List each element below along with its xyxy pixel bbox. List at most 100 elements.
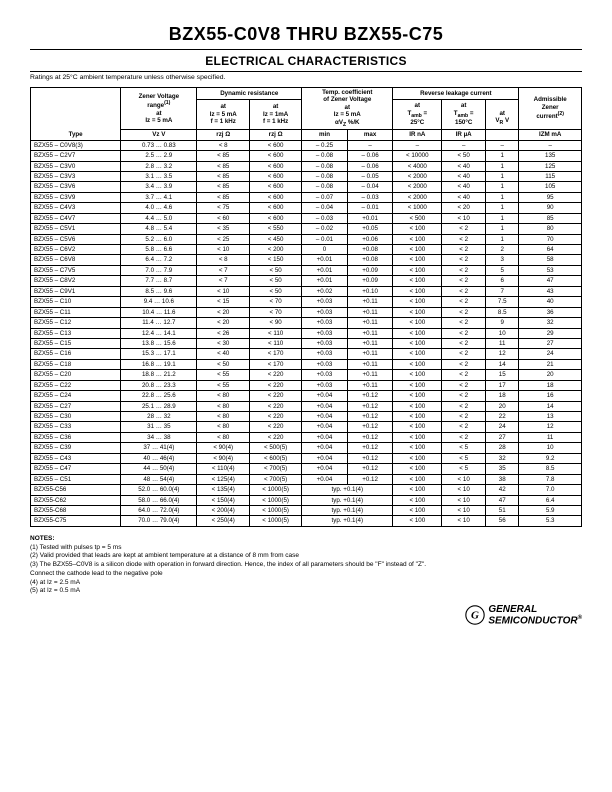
cell-vr: 28 xyxy=(486,443,519,453)
table-row: BZX55 – C5148 … 54(4)< 125(4)< 700(5)+0.… xyxy=(31,474,582,484)
cell-irna: < 100 xyxy=(393,485,442,495)
cell-izm: 7.8 xyxy=(519,474,582,484)
table-row: BZX55 – C3937 … 41(4)< 90(4)< 500(5)+0.0… xyxy=(31,443,582,453)
cell-min: +0.04 xyxy=(302,443,348,453)
table-row: BZX55-C5652.0 … 60.0(4)< 135(4)< 1000(5)… xyxy=(31,485,582,495)
cell-min: +0.04 xyxy=(302,401,348,411)
note-item: Connect the cathode lead to the negative… xyxy=(30,570,582,579)
cell-type: BZX55 – C6V2 xyxy=(31,245,121,255)
cell-vz: 12.4 … 14.1 xyxy=(121,328,197,338)
cell-max: +0.12 xyxy=(347,453,393,463)
cell-max: +0.08 xyxy=(347,245,393,255)
cell-irua: < 2 xyxy=(442,224,486,234)
cell-izm: 12 xyxy=(519,422,582,432)
cell-type: BZX55 – C11 xyxy=(31,307,121,317)
table-body: BZX55 – C0V8(3)0.73 … 0.83< 8< 600– 0.25… xyxy=(31,140,582,526)
cell-irua: < 10 xyxy=(442,516,486,526)
table-row: BZX55 – C3331 … 35< 80< 220+0.04+0.12< 1… xyxy=(31,422,582,432)
cell-max: +0.06 xyxy=(347,234,393,244)
cell-r5: < 75 xyxy=(197,203,250,213)
cell-irua: < 10 xyxy=(442,213,486,223)
cell-vr: 56 xyxy=(486,516,519,526)
cell-min: – 0.07 xyxy=(302,192,348,202)
cell-izm: 6.4 xyxy=(519,495,582,505)
cell-irna: < 100 xyxy=(393,412,442,422)
cell-max: +0.12 xyxy=(347,432,393,442)
cell-min: +0.01 xyxy=(302,276,348,286)
sub-vr: atVR V xyxy=(486,99,519,130)
cell-izm: 43 xyxy=(519,286,582,296)
cell-irna: < 100 xyxy=(393,318,442,328)
cell-max: – xyxy=(347,140,393,150)
cell-izm: 27 xyxy=(519,338,582,348)
cell-type: BZX55 – C43 xyxy=(31,453,121,463)
cell-max: +0.12 xyxy=(347,422,393,432)
cell-r5: < 90(4) xyxy=(197,443,250,453)
cell-r1: < 70 xyxy=(250,297,302,307)
grp-tempcoef: Temp. coefficientof Zener VoltageatIz = … xyxy=(302,88,393,130)
cell-max: +0.01 xyxy=(347,213,393,223)
cell-vr: 1 xyxy=(486,161,519,171)
cell-r1: < 90 xyxy=(250,318,302,328)
sub-rz5: atIz = 5 mAf = 1 kHz xyxy=(197,99,250,130)
cell-irua: < 2 xyxy=(442,234,486,244)
cell-r1: < 1000(5) xyxy=(250,495,302,505)
cell-irua: < 40 xyxy=(442,182,486,192)
cell-irna: < 100 xyxy=(393,464,442,474)
cell-vz: 10.4 … 11.6 xyxy=(121,307,197,317)
cell-r1: < 1000(5) xyxy=(250,516,302,526)
cell-r5: < 26 xyxy=(197,328,250,338)
cell-irna: – xyxy=(393,140,442,150)
col-rzj1: rzj Ω xyxy=(250,130,302,140)
cell-r1: < 600 xyxy=(250,192,302,202)
cell-vz: 48 … 54(4) xyxy=(121,474,197,484)
cell-vr: 14 xyxy=(486,359,519,369)
cell-vr: 32 xyxy=(486,453,519,463)
cell-max: +0.12 xyxy=(347,412,393,422)
cell-vr: 9 xyxy=(486,318,519,328)
notes-block: NOTES: (1) Tested with pulses tp = 5 ms(… xyxy=(30,535,582,596)
cell-max: +0.11 xyxy=(347,359,393,369)
cell-vz: 4.0 … 4.6 xyxy=(121,203,197,213)
cell-irua: < 2 xyxy=(442,349,486,359)
cell-type: BZX55 – C16 xyxy=(31,349,121,359)
cell-vr: 42 xyxy=(486,485,519,495)
cell-irna: < 4000 xyxy=(393,161,442,171)
cell-min: +0.02 xyxy=(302,286,348,296)
cell-irna: < 500 xyxy=(393,213,442,223)
cell-vr: 12 xyxy=(486,349,519,359)
cell-vr: 1 xyxy=(486,234,519,244)
table-row: BZX55 – C9V18.5 … 9.6< 10< 50+0.02+0.10<… xyxy=(31,286,582,296)
cell-r1: < 170 xyxy=(250,349,302,359)
cell-min: 0 xyxy=(302,245,348,255)
cell-r5: < 80 xyxy=(197,432,250,442)
cell-izm: 10 xyxy=(519,443,582,453)
cell-r5: < 60 xyxy=(197,213,250,223)
cell-vz: 15.3 … 17.1 xyxy=(121,349,197,359)
cell-irna: < 2000 xyxy=(393,182,442,192)
table-row: BZX55 – C6V25.8 … 6.6< 10< 2000+0.08< 10… xyxy=(31,245,582,255)
cell-r5: < 85 xyxy=(197,192,250,202)
cell-r1: < 70 xyxy=(250,307,302,317)
cell-r5: < 110(4) xyxy=(197,464,250,474)
cell-r1: < 220 xyxy=(250,412,302,422)
cell-vr: 7 xyxy=(486,286,519,296)
cell-r1: < 220 xyxy=(250,370,302,380)
logo-line2: SEMICONDUCTOR xyxy=(488,615,577,626)
cell-r5: < 85 xyxy=(197,182,250,192)
cell-irua: < 5 xyxy=(442,464,486,474)
cell-vz: 20.8 … 23.3 xyxy=(121,380,197,390)
cell-min: +0.03 xyxy=(302,318,348,328)
cell-izm: 24 xyxy=(519,349,582,359)
cell-type: BZX55 – C3V0 xyxy=(31,161,121,171)
table-row: BZX55 – C1816.8 … 19.1< 50< 170+0.03+0.1… xyxy=(31,359,582,369)
cell-r5: < 10 xyxy=(197,286,250,296)
cell-min: +0.03 xyxy=(302,349,348,359)
table-row: BZX55-C7570.0 … 79.0(4)< 250(4)< 1000(5)… xyxy=(31,516,582,526)
cell-irua: < 2 xyxy=(442,338,486,348)
cell-izm: 70 xyxy=(519,234,582,244)
cell-vr: 2 xyxy=(486,245,519,255)
cell-min: – 0.25 xyxy=(302,140,348,150)
cell-izm: 53 xyxy=(519,265,582,275)
cell-vr: 5 xyxy=(486,265,519,275)
